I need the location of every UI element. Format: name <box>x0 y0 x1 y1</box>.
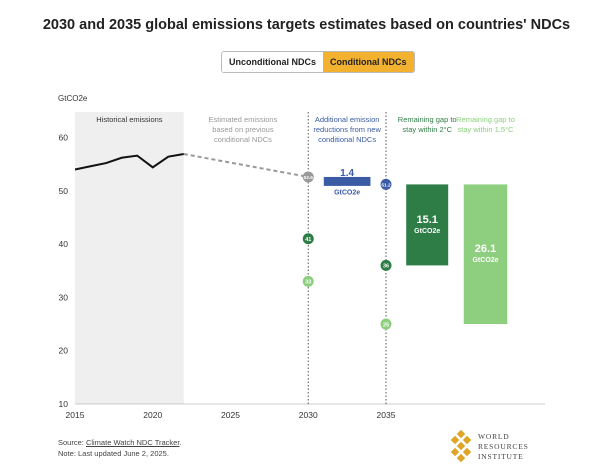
projection-label: Estimated emissions <box>209 115 278 124</box>
gap-2c-value: 15.1 <box>416 214 437 226</box>
target-point <box>380 178 392 190</box>
target-point <box>302 171 314 183</box>
gap-15c-value: 26.1 <box>475 243 496 255</box>
y-tick-label: 40 <box>59 239 69 249</box>
target-point-label: 51.2 <box>381 183 391 189</box>
source-prefix: Source: <box>58 438 86 447</box>
y-axis-title: GtCO2e <box>58 94 88 103</box>
target-point <box>302 233 314 245</box>
source-suffix: . <box>179 438 182 447</box>
logo-line-3: INSTITUTE <box>478 452 524 461</box>
y-tick-label: 60 <box>59 133 69 143</box>
target-point <box>302 275 314 287</box>
y-tick-label: 50 <box>59 186 69 196</box>
gap-15c-label: stay within 1.5°C <box>458 125 515 134</box>
wri-logo-text: WORLD RESOURCES INSTITUTE <box>478 432 529 462</box>
target-point-label: 36 <box>383 264 389 270</box>
target-point <box>380 259 392 271</box>
gap-15c-label: Remaining gap to <box>456 115 515 124</box>
source-note: Source: Climate Watch NDC Tracker. <box>58 438 182 447</box>
y-tick-label: 20 <box>59 346 69 356</box>
ndc-toggle[interactable]: Unconditional NDCs Conditional NDCs <box>221 51 415 73</box>
projection-line <box>183 153 309 178</box>
gap-2c-unit: GtCO2e <box>414 228 440 235</box>
historical-emissions-line <box>74 153 185 171</box>
target-point <box>380 318 392 330</box>
toggle-conditional-ndcs[interactable]: Conditional NDCs <box>323 52 414 72</box>
wri-logo-icon <box>450 430 472 463</box>
update-note: Note: Last updated June 2, 2025. <box>58 449 169 458</box>
x-tick-label: 2030 <box>299 410 318 420</box>
source-link[interactable]: Climate Watch NDC Tracker <box>85 438 180 447</box>
reduction-box <box>323 176 371 186</box>
chart-title: 2030 and 2035 global emissions targets e… <box>42 17 571 33</box>
logo-line-2: RESOURCES <box>478 442 529 451</box>
x-tick-label: 2035 <box>377 410 396 420</box>
reduction-label: reductions from new <box>313 125 381 134</box>
toggle-unconditional-ndcs[interactable]: Unconditional NDCs <box>222 52 323 72</box>
historical-label: Historical emissions <box>96 115 163 124</box>
x-tick-label: 2020 <box>143 410 162 420</box>
target-point-label: 33 <box>305 280 311 286</box>
gap-15c-bar <box>463 184 508 325</box>
reduction-label: Additional emission <box>315 115 380 124</box>
target-point-label: 25 <box>383 322 389 328</box>
x-tick-label: 2015 <box>66 410 85 420</box>
gap-2c-bar <box>406 184 449 266</box>
historical-shade <box>75 112 184 404</box>
gap-2c-label: stay within 2°C <box>402 125 452 134</box>
reduction-value: 1.4 <box>340 168 354 179</box>
reduction-unit: GtCO2e <box>334 189 360 196</box>
y-tick-label: 10 <box>59 399 69 409</box>
reduction-label: conditional NDCs <box>318 135 376 144</box>
target-point-label: 41 <box>305 237 311 243</box>
projection-label: based on previous <box>212 125 274 134</box>
x-tick-label: 2025 <box>221 410 240 420</box>
gap-2c-label: Remaining gap to <box>398 115 457 124</box>
gap-15c-unit: GtCO2e <box>472 257 498 264</box>
logo-line-1: WORLD <box>478 432 510 441</box>
target-point-label: 52.6 <box>304 175 314 181</box>
y-tick-label: 30 <box>59 292 69 302</box>
projection-label: conditional NDCs <box>214 135 272 144</box>
